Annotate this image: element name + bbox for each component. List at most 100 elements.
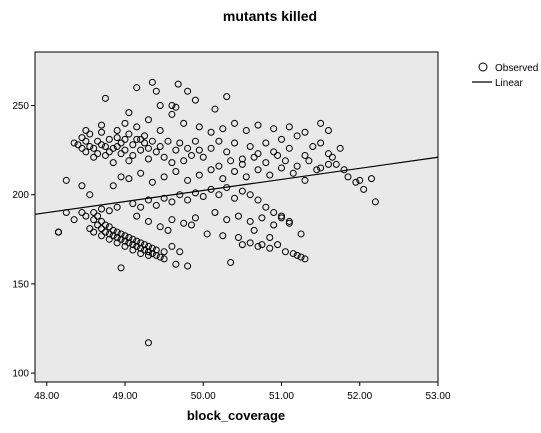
- data-point: [277, 164, 285, 172]
- data-point: [148, 178, 156, 186]
- data-point: [98, 217, 106, 225]
- data-point: [242, 173, 250, 181]
- data-point: [152, 87, 160, 95]
- data-point: [144, 196, 152, 204]
- data-point: [113, 234, 121, 242]
- data-point: [246, 143, 254, 151]
- data-point: [101, 221, 109, 229]
- data-point: [246, 217, 254, 225]
- data-point: [188, 151, 196, 159]
- data-point: [86, 143, 94, 151]
- data-point: [184, 144, 192, 152]
- data-point: [246, 239, 254, 247]
- data-point: [113, 203, 121, 211]
- data-point: [301, 128, 309, 136]
- data-point: [62, 209, 70, 217]
- data-point: [137, 239, 145, 247]
- plot-area: [34, 51, 439, 383]
- data-point: [148, 244, 156, 252]
- data-point: [152, 201, 160, 209]
- data-point: [129, 151, 137, 159]
- data-point: [277, 212, 285, 220]
- data-point: [176, 139, 184, 147]
- data-point: [133, 123, 141, 131]
- data-point: [137, 250, 145, 258]
- data-point: [90, 228, 98, 236]
- data-point: [250, 153, 258, 161]
- legend: Observed Linear: [472, 62, 538, 89]
- data-point: [297, 253, 305, 261]
- legend-observed-label: Observed: [495, 63, 538, 74]
- data-point: [82, 212, 90, 220]
- data-point: [117, 264, 125, 272]
- data-point: [285, 217, 293, 225]
- data-point: [113, 126, 121, 134]
- data-point: [94, 221, 102, 229]
- data-point: [168, 198, 176, 206]
- data-point: [274, 151, 282, 159]
- data-point: [184, 176, 192, 184]
- data-point: [121, 242, 129, 250]
- data-point: [137, 203, 145, 211]
- data-point: [98, 225, 106, 233]
- data-point: [133, 135, 141, 143]
- data-point: [109, 232, 117, 240]
- data-point: [113, 143, 121, 151]
- data-point: [133, 212, 141, 220]
- legend-observed-marker: [478, 62, 488, 72]
- data-point: [121, 135, 129, 143]
- data-point: [125, 130, 133, 138]
- x-axis-ticks: 48.00 49.00 50.00 51.00 52.00 53.00: [34, 382, 451, 402]
- data-point: [160, 173, 168, 181]
- x-tick-label: 48.00: [34, 391, 59, 402]
- data-point: [164, 137, 172, 145]
- data-point: [133, 242, 141, 250]
- data-point: [105, 223, 113, 231]
- data-point: [113, 134, 121, 142]
- data-point: [219, 175, 227, 183]
- data-point: [160, 255, 168, 263]
- data-point: [254, 121, 262, 129]
- data-point: [144, 144, 152, 152]
- data-point: [219, 125, 227, 133]
- data-point: [156, 223, 164, 231]
- data-point: [129, 241, 137, 249]
- data-point: [156, 253, 164, 261]
- data-point: [82, 126, 90, 134]
- data-point: [242, 126, 250, 134]
- data-point: [223, 93, 231, 101]
- data-point: [144, 242, 152, 250]
- x-tick-label: 51.00: [269, 391, 294, 402]
- data-point: [188, 221, 196, 229]
- data-point: [121, 237, 129, 245]
- data-point: [90, 209, 98, 217]
- data-point: [125, 239, 133, 247]
- data-point: [172, 260, 180, 268]
- y-tick-label: 150: [12, 279, 29, 290]
- data-point: [117, 150, 125, 158]
- data-point: [168, 102, 176, 110]
- data-point: [101, 94, 109, 102]
- data-point: [281, 157, 289, 165]
- data-point: [352, 178, 360, 186]
- data-point: [117, 235, 125, 243]
- data-point: [207, 166, 215, 174]
- data-point: [105, 230, 113, 238]
- data-point: [94, 212, 102, 220]
- data-point: [117, 230, 125, 238]
- data-point: [293, 251, 301, 259]
- y-tick-label: 250: [12, 101, 29, 112]
- data-point: [98, 128, 106, 136]
- data-point: [301, 151, 309, 159]
- data-point: [270, 209, 278, 217]
- data-point: [293, 162, 301, 170]
- data-point: [160, 248, 168, 256]
- data-point: [262, 159, 270, 167]
- data-point: [191, 96, 199, 104]
- data-point: [90, 144, 98, 152]
- data-point: [238, 241, 246, 249]
- data-point: [371, 198, 379, 206]
- data-point: [78, 144, 86, 152]
- data-point: [137, 146, 145, 154]
- data-point: [98, 205, 106, 213]
